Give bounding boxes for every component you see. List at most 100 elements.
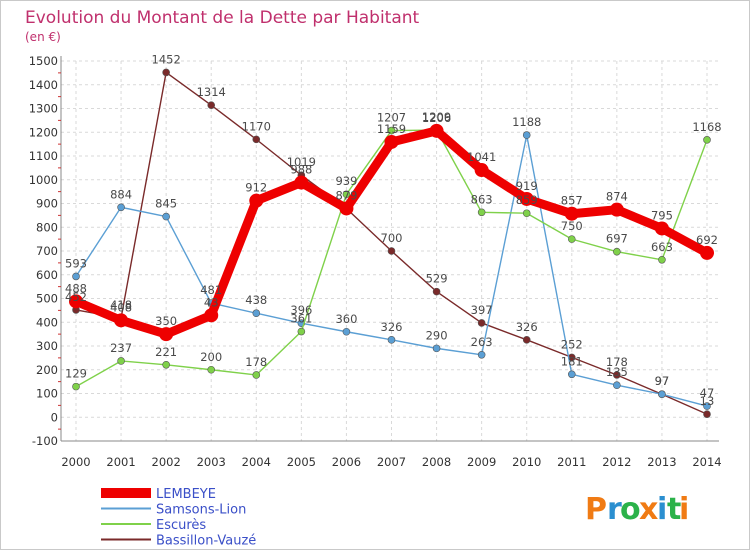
data-label: 252 [561, 337, 583, 351]
data-point [207, 101, 216, 109]
data-point [249, 193, 264, 208]
x-tick-label: 2013 [647, 455, 676, 469]
series-samsons-lion [72, 131, 711, 410]
data-label: 939 [335, 174, 357, 188]
data-point [384, 134, 399, 149]
data-label: 481 [200, 283, 222, 297]
data-point [117, 357, 125, 365]
data-point [72, 382, 80, 391]
data-point [387, 126, 396, 135]
logo-letter: P [585, 492, 607, 527]
data-label: 859 [516, 193, 538, 207]
data-point [474, 163, 489, 178]
legend-label: Bassillon-Vauzé [156, 534, 256, 549]
data-label: 697 [606, 232, 628, 246]
y-tick-label: 500 [36, 292, 58, 306]
data-label: 1041 [467, 150, 496, 164]
logo-letter: o [620, 492, 641, 527]
data-label: 43 [204, 295, 219, 309]
data-label: 488 [65, 281, 87, 295]
data-label: 988 [290, 163, 312, 177]
y-tick-label: 800 [36, 220, 58, 234]
series-lembeye [69, 123, 714, 342]
data-point [703, 402, 711, 410]
data-point [564, 206, 579, 221]
data-point [703, 136, 711, 144]
data-point [429, 123, 444, 138]
data-label: 529 [426, 272, 448, 286]
data-point [204, 308, 219, 323]
data-point [252, 135, 261, 144]
x-tick-label: 2010 [512, 455, 541, 469]
data-point [658, 255, 666, 264]
y-tick-label: 100 [36, 387, 58, 401]
series-escur-s [72, 126, 711, 391]
data-label: 326 [381, 320, 403, 334]
data-point [342, 327, 351, 336]
data-point [432, 344, 441, 353]
y-tick-label: 1300 [29, 102, 58, 116]
data-point [432, 287, 441, 296]
data-point [519, 191, 534, 206]
data-label: 263 [471, 335, 493, 349]
x-tick-label: 2002 [152, 455, 181, 469]
x-tick-label: 2000 [61, 455, 90, 469]
data-label: 1170 [242, 119, 271, 133]
x-tick-label: 2004 [242, 455, 271, 469]
data-point [207, 365, 216, 374]
data-label: 1314 [197, 85, 226, 99]
data-point [654, 221, 669, 236]
data-label: 700 [381, 231, 403, 245]
data-point [162, 68, 170, 77]
data-label: 750 [561, 219, 583, 233]
data-label: 593 [65, 256, 87, 270]
data-label: 857 [561, 194, 583, 208]
data-point [162, 360, 170, 369]
logo-letter: t [667, 492, 681, 527]
data-label: 97 [655, 374, 670, 388]
data-point [658, 390, 666, 399]
data-point [613, 371, 621, 379]
data-label: 1209 [422, 110, 451, 124]
data-label: 1207 [377, 111, 406, 125]
data-point [522, 336, 531, 344]
data-label: 97 [655, 374, 670, 388]
data-label: 912 [245, 181, 267, 195]
data-point [252, 309, 261, 318]
data-label: 290 [426, 328, 448, 342]
data-label: 795 [651, 208, 673, 222]
x-tick-label: 2001 [106, 455, 135, 469]
data-point [69, 294, 83, 309]
y-tick-label: -100 [32, 434, 58, 448]
data-point [114, 313, 129, 328]
y-tick-label: 700 [36, 244, 58, 258]
data-label: 397 [471, 303, 493, 317]
x-tick-label: 2011 [557, 455, 586, 469]
data-label: 418 [110, 298, 132, 312]
x-tick-label: 2003 [197, 455, 226, 469]
data-point [567, 370, 576, 379]
data-point [522, 131, 531, 139]
y-tick-label: 1000 [29, 173, 58, 187]
data-point [117, 203, 125, 212]
y-tick-label: 400 [36, 315, 58, 329]
data-label: 663 [651, 240, 673, 254]
data-label: 438 [245, 293, 267, 307]
x-tick-label: 2009 [467, 455, 496, 469]
legend-label: Samsons-Lion [156, 503, 246, 518]
logo-letter: r [607, 492, 622, 527]
data-label: 135 [606, 365, 628, 379]
data-label: 181 [561, 354, 583, 368]
plot-area: -100 0 100 200 300 400 500 600 700 800 900 1000 1100… [29, 52, 722, 469]
data-label: 845 [155, 197, 177, 211]
data-point [700, 245, 714, 260]
legend: LEMBEYESamsons-LionEscurèsBassillon-Vauz… [101, 487, 256, 549]
data-label: 692 [696, 233, 718, 247]
data-label: 178 [245, 355, 267, 369]
data-label: 221 [155, 345, 177, 359]
y-tick-label: 1200 [29, 125, 58, 139]
logo-letter: i [679, 492, 689, 527]
data-label: 200 [200, 350, 222, 364]
